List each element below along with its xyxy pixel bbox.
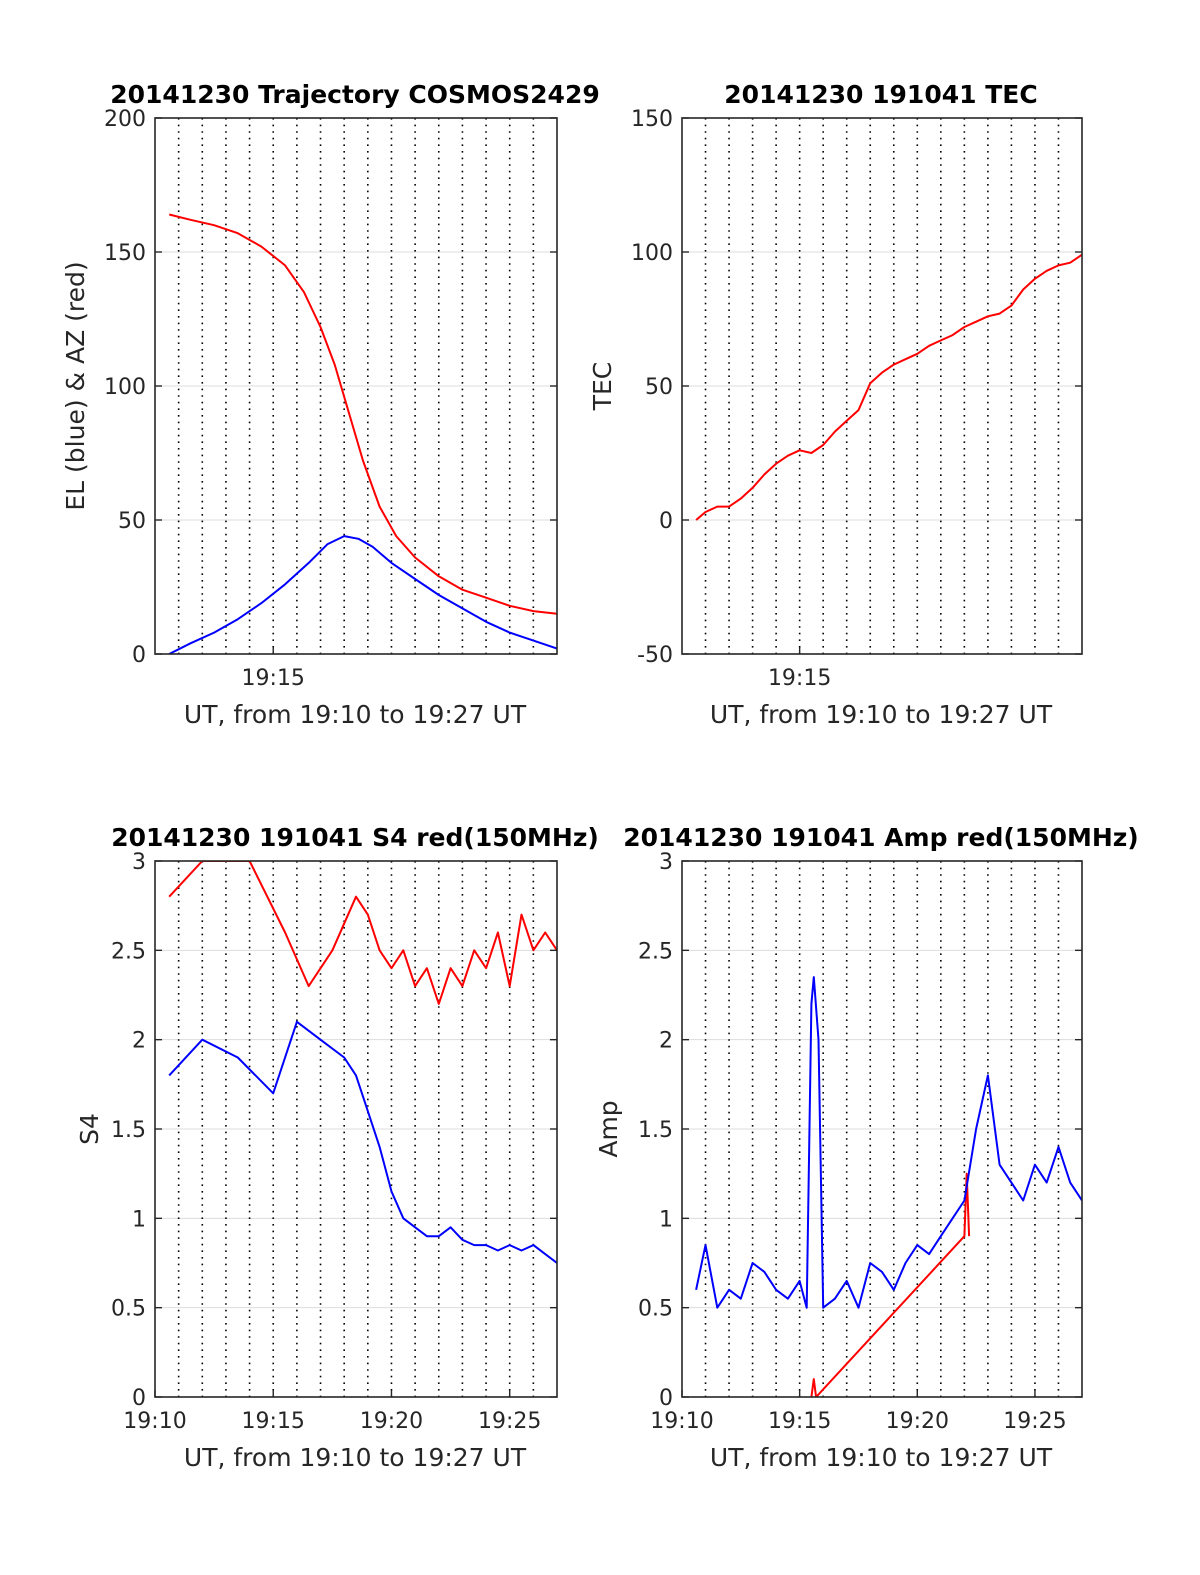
amp-ytick-label: 2.5 [638,939,673,964]
s4-ylabel: S4 [75,1113,104,1145]
amp-title: 20141230 191041 Amp red(150MHz) [623,823,1139,852]
tec-ytick-label: 0 [659,509,673,534]
s4-xtick-label: 19:20 [360,1409,423,1434]
s4-xlabel: UT, from 19:10 to 19:27 UT [184,1443,527,1472]
trajectory-xtick-label: 19:15 [242,666,305,691]
s4-xtick-label: 19:15 [242,1409,305,1434]
amp-ytick-label: 2 [659,1029,673,1054]
trajectory-ytick-label: 0 [132,643,146,668]
trajectory-series-group [168,213,557,654]
s4-ytick-label: 1.5 [111,1118,146,1143]
trajectory-series-1-line [168,535,557,654]
trajectory-panel: 20141230 Trajectory COSMOS2429 EL (blue)… [61,80,600,729]
amp-series-1-line [695,976,1082,1309]
tec-title: 20141230 191041 TEC [724,80,1037,109]
s4-xtick-label: 19:25 [478,1409,541,1434]
trajectory-ytick-label: 150 [104,241,146,266]
s4-series-1-line [168,1020,557,1264]
s4-series-0-line [168,861,557,1005]
amp-ytick-label: 3 [659,850,673,875]
s4-ytick-label: 0.5 [111,1297,146,1322]
tec-ytick-label: 150 [631,107,673,132]
amp-series-group [695,976,1082,1397]
amp-ytick-label: 1.5 [638,1118,673,1143]
amp-ytick-label: 0 [659,1386,673,1411]
tec-ylabel: TEC [588,362,617,412]
s4-xtick-label: 19:10 [123,1409,186,1434]
s4-ytick-label: 0 [132,1386,146,1411]
s4-series-group [168,861,557,1264]
trajectory-ylabel: EL (blue) & AZ (red) [61,261,90,510]
tec-ytick-label: 50 [645,375,673,400]
amp-ytick-label: 1 [659,1207,673,1232]
trajectory-ytick-label: 200 [104,107,146,132]
amp-xtick-label: 19:15 [768,1409,831,1434]
amp-xlabel: UT, from 19:10 to 19:27 UT [710,1443,1053,1472]
amp-xtick-label: 19:25 [1003,1409,1066,1434]
trajectory-series-0-line [168,213,557,615]
s4-ytick-label: 3 [132,850,146,875]
tec-ytick-label: 100 [631,241,673,266]
tec-ytick-label: -50 [637,643,673,668]
amp-panel: 20141230 191041 Amp red(150MHz) Amp UT, … [594,823,1139,1472]
amp-ylabel: Amp [594,1100,623,1157]
tec-xlabel: UT, from 19:10 to 19:27 UT [710,700,1053,729]
tec-panel: 20141230 191041 TEC TEC UT, from 19:10 t… [588,80,1083,729]
trajectory-ytick-label: 50 [118,509,146,534]
trajectory-title: 20141230 Trajectory COSMOS2429 [110,80,600,109]
amp-ytick-label: 0.5 [638,1297,673,1322]
s4-ytick-label: 2.5 [111,939,146,964]
trajectory-xlabel: UT, from 19:10 to 19:27 UT [184,700,527,729]
s4-panel: 20141230 191041 S4 red(150MHz) S4 UT, fr… [75,823,599,1472]
trajectory-ytick-label: 100 [104,375,146,400]
s4-ytick-label: 1 [132,1207,146,1232]
tec-series-0-line [695,253,1082,521]
s4-title: 20141230 191041 S4 red(150MHz) [111,823,599,852]
amp-xtick-label: 19:10 [650,1409,713,1434]
amp-xtick-label: 19:20 [886,1409,949,1434]
tec-series-group [695,253,1082,521]
s4-ytick-label: 2 [132,1029,146,1054]
tec-xtick-label: 19:15 [768,666,831,691]
